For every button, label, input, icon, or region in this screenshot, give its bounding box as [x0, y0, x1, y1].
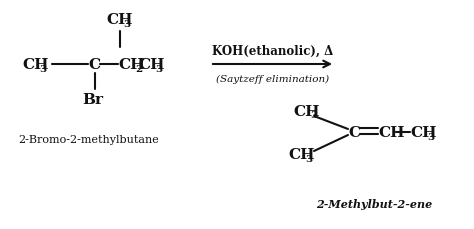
Text: CH: CH	[106, 13, 133, 27]
Text: 3: 3	[155, 64, 162, 73]
Text: CH: CH	[293, 105, 319, 118]
Text: KOH(ethanolic), Δ: KOH(ethanolic), Δ	[212, 44, 333, 57]
Text: 3: 3	[39, 64, 46, 73]
Text: CH: CH	[138, 58, 164, 72]
Text: Br: Br	[82, 93, 103, 106]
Text: C: C	[348, 125, 360, 139]
Text: CH: CH	[410, 125, 437, 139]
Text: 3: 3	[427, 132, 434, 141]
Text: 3: 3	[305, 154, 312, 163]
Text: CH: CH	[378, 125, 404, 139]
Text: 3: 3	[123, 19, 130, 28]
Text: 3: 3	[310, 111, 317, 120]
Text: CH: CH	[118, 58, 145, 72]
Text: (Saytzeff elimination): (Saytzeff elimination)	[216, 74, 329, 83]
Text: 2-Methylbut-2-ene: 2-Methylbut-2-ene	[316, 199, 432, 210]
Text: 2-Bromo-2-methylbutane: 2-Bromo-2-methylbutane	[18, 134, 159, 144]
Text: 2: 2	[135, 64, 142, 73]
Text: CH: CH	[22, 58, 48, 72]
Text: C: C	[88, 58, 100, 72]
Text: CH: CH	[288, 147, 315, 161]
